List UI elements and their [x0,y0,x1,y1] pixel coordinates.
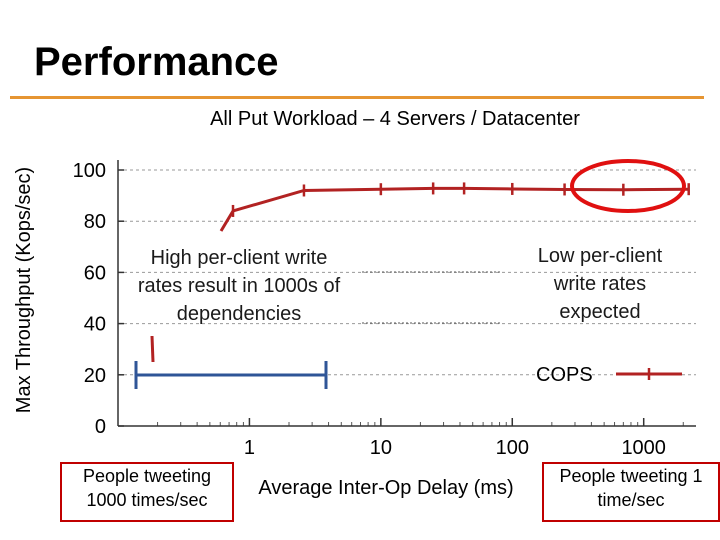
title-rule [10,96,704,99]
slide-title: Performance [34,40,279,84]
series-line-fragment [150,335,155,363]
x-tick-label: 10 [370,437,392,459]
y-tick-label: 0 [95,416,106,438]
right-callout-box: People tweeting 1 time/sec [542,462,720,522]
annotation-high-rate: High per-client write rates result in 10… [137,247,341,325]
y-tick-label: 20 [84,365,106,387]
axes: 0 20 40 60 80 100 1 10 100 1000 [73,160,696,459]
series-line-lead [219,210,235,232]
annotation-connectors [362,271,502,324]
y-tick-label: 100 [73,160,106,182]
chart-title: All Put Workload – 4 Servers / Datacente… [210,108,580,130]
x-tick-label: 1 [244,437,255,459]
y-axis-label: Max Throughput (Kops/sec) [13,167,35,413]
left-callout-box: People tweeting 1000 times/sec [60,462,234,522]
y-tick-label: 60 [84,262,106,284]
legend: COPS [536,364,682,386]
legend-label-cops: COPS [536,364,593,386]
range-bracket [134,361,328,389]
highlight-ellipse [570,159,686,213]
y-tick-label: 40 [84,314,106,336]
y-tick-label: 80 [84,211,106,233]
series-layer [150,182,690,363]
series-line-cops [232,186,689,213]
x-tick-label: 100 [496,437,529,459]
annotation-low-rate: Low per-client write rates expected [537,245,663,323]
x-axis-label: Average Inter-Op Delay (ms) [258,477,513,499]
x-tick-label: 1000 [621,437,666,459]
